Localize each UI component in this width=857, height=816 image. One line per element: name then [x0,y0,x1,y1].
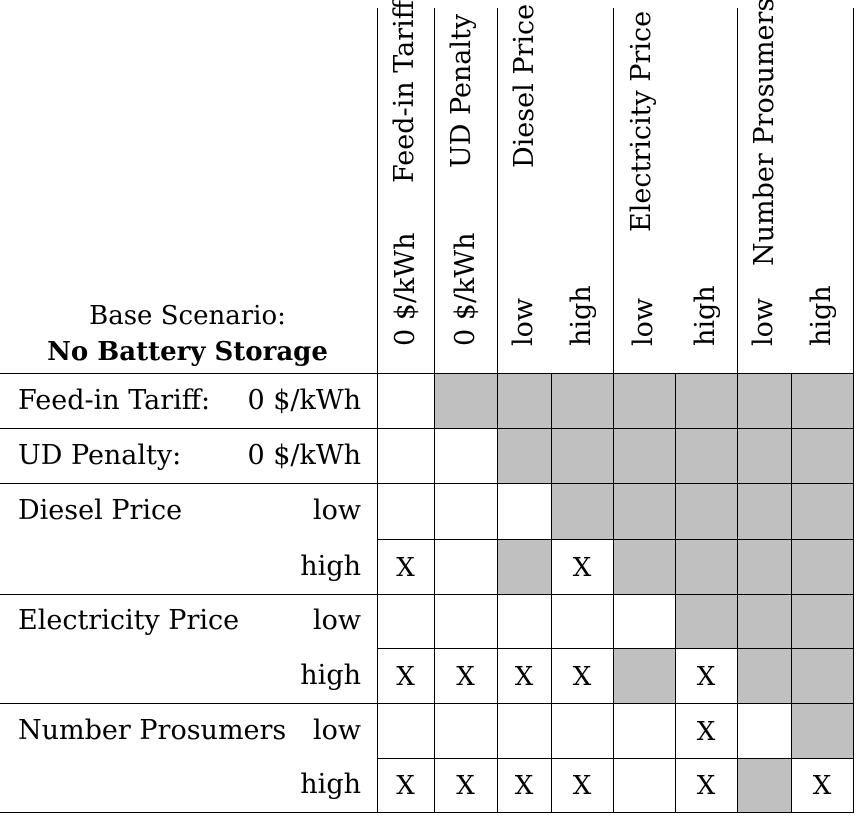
x-mark: X [514,771,534,801]
row-group-label: Feed-in Tariff: [18,384,211,416]
shaded-cell [676,429,737,483]
shaded-cell [614,649,675,703]
grid-line-vertical [551,373,552,813]
column-level-label: low [508,297,539,346]
grid-line-horizontal [377,648,854,649]
grid-line-vertical [853,8,854,813]
shaded-cell [676,484,737,539]
shaded-cell [498,374,551,428]
row-level-label: low [312,495,361,526]
grid-line-vertical [434,8,435,813]
x-mark: X [514,661,534,692]
grid-line-vertical [613,8,614,813]
shaded-cell [738,374,791,428]
grid-line-horizontal [0,428,854,429]
shaded-cell [792,704,853,758]
grid-line-horizontal [0,703,854,704]
row-level-label: low [312,714,361,746]
row-level-label: low [312,605,361,636]
x-mark: X [696,661,716,692]
x-mark: X [696,771,716,801]
x-mark: X [456,661,475,692]
x-mark: X [396,552,415,583]
x-mark: X [572,552,592,583]
grid-line-vertical [377,8,378,813]
column-group-label: Electricity Price [626,10,657,232]
shaded-cell [498,429,551,483]
shaded-cell [792,374,853,428]
row-level-label: 0 $/kWh [247,439,361,471]
row-level-label: high [300,659,361,691]
shaded-cell [676,540,737,594]
row-group-label: UD Penalty: [18,439,182,471]
shaded-cell [738,484,791,539]
x-mark: X [572,661,592,692]
x-mark: X [396,661,415,692]
x-mark: X [456,771,475,801]
shaded-cell [738,649,791,703]
shaded-cell [614,484,675,539]
corner-title: Base Scenario: [89,301,286,331]
corner-subtitle: No Battery Storage [47,337,328,367]
column-level-label: high [566,285,597,346]
grid-line-vertical [497,8,498,813]
grid-line-horizontal [0,373,854,374]
shaded-cell [738,595,791,648]
shaded-cell [498,540,551,594]
shaded-cell [738,540,791,594]
row-group-label: Electricity Price [18,605,240,636]
column-group-label: Feed-in Tariff [389,0,420,183]
shaded-cell [738,429,791,483]
row-level-label: high [300,550,361,582]
grid-line-horizontal [377,758,854,759]
shaded-cell [614,429,675,483]
grid-line-horizontal [377,539,854,540]
shaded-cell [792,540,853,594]
column-level-label: 0 $/kWh [449,232,481,346]
shaded-cell [676,595,737,648]
shaded-cell [614,374,675,428]
shaded-cell [738,759,791,812]
shaded-cell [552,429,613,483]
column-group-label: Number Prosumers [749,0,780,266]
x-mark: X [572,771,592,801]
shaded-cell [792,649,853,703]
shaded-cell [792,595,853,648]
shaded-cell [552,374,613,428]
column-level-label: high [806,285,837,346]
shaded-cell [792,484,853,539]
row-level-label: high [300,769,361,800]
x-mark: X [396,771,415,801]
row-group-label: Number Prosumers [18,714,287,746]
grid-line-vertical [737,8,738,813]
column-level-label: low [628,297,659,346]
grid-line-horizontal [0,812,854,813]
shaded-cell [552,484,613,539]
shaded-cell [792,429,853,483]
column-level-label: 0 $/kWh [389,232,421,346]
column-level-label: high [690,285,721,346]
grid-line-horizontal [0,483,854,484]
grid-line-vertical [791,373,792,813]
shaded-cell [435,374,497,428]
x-mark: X [696,716,716,747]
shaded-cell [614,540,675,594]
row-level-label: 0 $/kWh [247,384,361,416]
column-group-label: UD Penalty [446,13,477,168]
grid-line-horizontal [0,594,854,595]
column-level-label: low [748,297,779,346]
x-mark: X [812,771,832,801]
row-group-label: Diesel Price [18,495,183,526]
grid-line-vertical [675,373,676,813]
shaded-cell [676,374,737,428]
column-group-label: Diesel Price [509,3,540,168]
